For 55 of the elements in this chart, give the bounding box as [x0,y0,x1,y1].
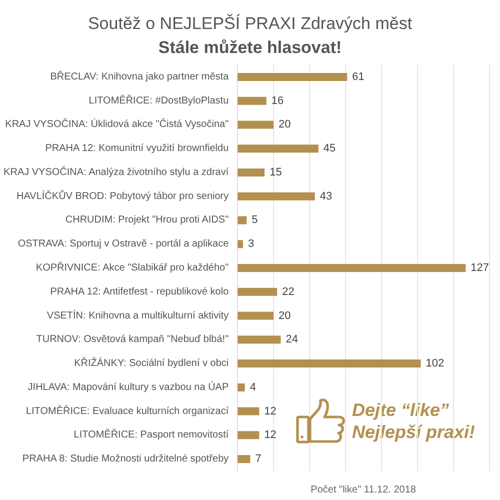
y-tick-label: HAVLÍČKŮV BROD: Pobytový tábor pro seniory [16,188,229,202]
chart-subtitle: Stále můžete hlasovat! [158,38,342,57]
bar [238,240,244,248]
data-label: 20 [278,118,291,131]
x-axis-title: Počet "like" 11.12. 2018 [310,484,416,496]
y-tick-label: PRAHA 12: Antifetfest - republikové kolo [50,286,230,298]
data-label: 12 [264,429,276,442]
y-tick-label: LITOMĚŘICE: Pasport nemovitostí [74,428,229,441]
y-tick-label: KOPŘIVNICE: Akce "Slabikář pro každého" [36,262,230,274]
data-label: 5 [252,214,258,226]
bar [238,72,348,81]
y-tick-label: BŘECLAV: Knihovna jako partner města [50,70,230,82]
y-tick-label: LITOMĚŘICE: #DostByloPlastu [88,94,229,106]
bar [238,144,318,153]
data-label: 45 [323,142,336,155]
data-label: 4 [250,381,256,394]
y-tick-label: OSTRAVA: Sportuj v Ostravě - portál a aplikace [18,238,230,250]
data-label: 7 [255,453,262,466]
y-tick-label: PRAHA 12: Komunitní využití brownfieldu [45,143,229,154]
y-tick-label: CHRUDIM: Projekt "Hrou proti AIDS" [65,214,230,226]
bar [238,168,265,176]
bar [238,455,250,464]
data-label: 15 [270,166,282,178]
data-label: 61 [352,70,364,83]
annotation: Dejte “like” Nejlepší praxi! [352,400,476,442]
bar [238,407,260,416]
bar [238,288,278,296]
bar [238,431,260,440]
data-label: 127 [470,262,490,274]
bar [238,216,247,224]
data-label: 12 [264,405,276,418]
y-tick-label: KRAJ VYSOČINA: Úklidová akce "Čistá Vysočina" [5,118,230,130]
bar [238,264,466,272]
data-label: 102 [426,358,444,370]
bar [238,383,245,392]
data-label: 24 [286,334,298,346]
data-label: 22 [282,286,294,298]
bar [238,360,421,368]
bar [238,192,315,200]
bar [238,96,266,105]
chart-title: Soutěž o NEJLEPŠÍ PRAXI Zdravých měst [88,14,412,33]
data-label: 3 [248,238,254,250]
y-tick-label: KRAJ VYSOČINA: Analýza životního stylu a zdraví [4,166,229,178]
bar [238,312,274,320]
bar [238,120,274,129]
y-tick-label: TURNOV: Osvětová kampaň "Nebuď blbá!" [36,334,230,346]
y-tick-label: JIHLAVA: Mapování kultury s vazbou na ÚAP [28,380,229,393]
y-tick-label: KŘIŽÁNKY: Sociální bydlení v obci [74,357,229,370]
y-tick-label: VSETÍN: Knihovna a multikulturní aktivity [46,309,229,322]
y-tick-label: LITOMĚŘICE: Evaluace kulturních organizací [26,404,229,417]
data-label: 16 [271,94,284,107]
bar [238,336,281,344]
data-label: 43 [320,190,332,202]
y-tick-label: PRAHA 8: Studie Možnosti udržitelné spotřeby [22,454,229,465]
data-label: 20 [278,310,291,322]
